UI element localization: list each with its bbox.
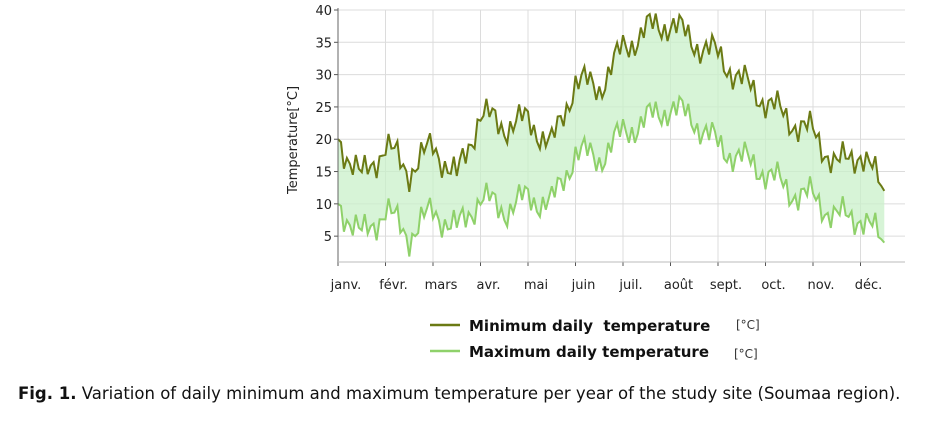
x-tick-label: avr. — [477, 278, 501, 293]
y-tick-label: 35 — [315, 36, 332, 51]
temperature-band — [338, 13, 885, 257]
x-tick-label: juin — [571, 278, 596, 293]
y-tick-label: 25 — [315, 101, 332, 116]
y-tick-labels: 5 10 15 20 25 30 35 40 — [315, 4, 332, 245]
caption-text: Variation of daily minimum and maximum t… — [76, 384, 901, 403]
caption-label: Fig. 1. — [18, 384, 77, 403]
chart-axes — [334, 8, 905, 266]
y-tick-label: 40 — [315, 4, 332, 19]
x-tick-labels: janv. févr. mars avr. mai juin juil. août sept. o… — [330, 278, 883, 293]
y-tick-label: 30 — [315, 69, 332, 84]
x-tick-label: mars — [425, 278, 458, 293]
y-tick-label: 5 — [324, 230, 332, 245]
x-tick-label: juil. — [618, 278, 642, 293]
series-line-maximum — [337, 94, 886, 257]
legend-label-minimum: Minimum daily temperature — [469, 317, 710, 335]
x-tick-label: sept. — [710, 278, 742, 293]
x-tick-label: août — [664, 278, 693, 293]
y-axis-label: Temperature[°C] — [286, 86, 301, 195]
y-tick-label: 20 — [315, 133, 332, 148]
x-tick-label: févr. — [379, 278, 408, 293]
legend-unit-maximum: [°C] — [734, 347, 758, 361]
figure-caption: Fig. 1. Variation of daily minimum and m… — [18, 384, 943, 403]
x-tick-label: déc. — [855, 278, 883, 293]
legend: Minimum daily temperature [°C] Maximum d… — [430, 317, 760, 361]
y-tick-label: 15 — [315, 166, 332, 181]
legend-label-maximum: Maximum daily temperature — [469, 343, 709, 361]
series-line-minimum — [337, 12, 886, 193]
x-tick-label: janv. — [330, 278, 362, 293]
x-tick-label: mai — [524, 278, 548, 293]
x-tick-label: nov. — [807, 278, 834, 293]
x-tick-label: oct. — [761, 278, 785, 293]
legend-unit-minimum: [°C] — [736, 318, 760, 332]
y-tick-label: 10 — [315, 198, 332, 213]
